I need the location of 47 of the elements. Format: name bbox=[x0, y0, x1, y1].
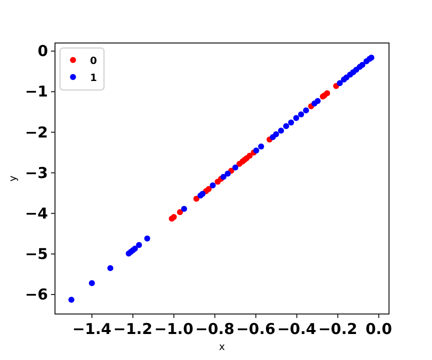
point bbox=[206, 186, 212, 192]
point bbox=[336, 80, 343, 86]
point bbox=[193, 196, 200, 202]
x-tick-label: −1.0 bbox=[154, 320, 194, 338]
point bbox=[181, 206, 188, 212]
point bbox=[359, 62, 366, 68]
legend-label: 0 bbox=[90, 56, 97, 67]
point bbox=[210, 182, 216, 188]
point bbox=[224, 170, 231, 177]
x-tick-label: −1.2 bbox=[113, 320, 152, 338]
x-tick-label: 0.0 bbox=[365, 320, 392, 338]
y-tick-label: −4 bbox=[24, 204, 48, 222]
point bbox=[288, 120, 294, 126]
x-tick-label: −0.2 bbox=[318, 320, 358, 338]
point bbox=[246, 152, 253, 159]
point bbox=[324, 90, 330, 96]
point bbox=[303, 107, 310, 114]
point bbox=[136, 242, 142, 248]
point bbox=[144, 236, 150, 242]
point bbox=[278, 128, 284, 134]
point bbox=[232, 164, 238, 171]
point bbox=[88, 280, 95, 286]
y-axis-title: y bbox=[8, 175, 19, 182]
point bbox=[68, 296, 74, 303]
x-tick-label: −0.8 bbox=[195, 320, 234, 338]
y-tick-label: −3 bbox=[24, 164, 48, 182]
y-tick-label: −6 bbox=[24, 286, 48, 304]
y-tick-label: 0 bbox=[38, 42, 48, 60]
point bbox=[253, 148, 260, 154]
x-tick-label: −0.4 bbox=[277, 320, 316, 338]
point bbox=[293, 115, 300, 122]
y-tick-label: −2 bbox=[24, 123, 48, 142]
point bbox=[176, 209, 183, 216]
y-tick-label: −1 bbox=[24, 82, 48, 101]
x-tick-label: −0.6 bbox=[236, 320, 276, 338]
x-axis-title: x bbox=[219, 342, 226, 353]
y-tick-label: −5 bbox=[24, 244, 48, 263]
point bbox=[107, 265, 114, 272]
legend-label: 1 bbox=[90, 73, 97, 84]
point bbox=[273, 131, 280, 138]
x-tick-label: −1.4 bbox=[72, 320, 112, 338]
point bbox=[314, 98, 321, 104]
point bbox=[258, 143, 264, 150]
point bbox=[220, 174, 226, 180]
point bbox=[283, 123, 290, 130]
point bbox=[200, 190, 206, 197]
point bbox=[298, 111, 304, 118]
